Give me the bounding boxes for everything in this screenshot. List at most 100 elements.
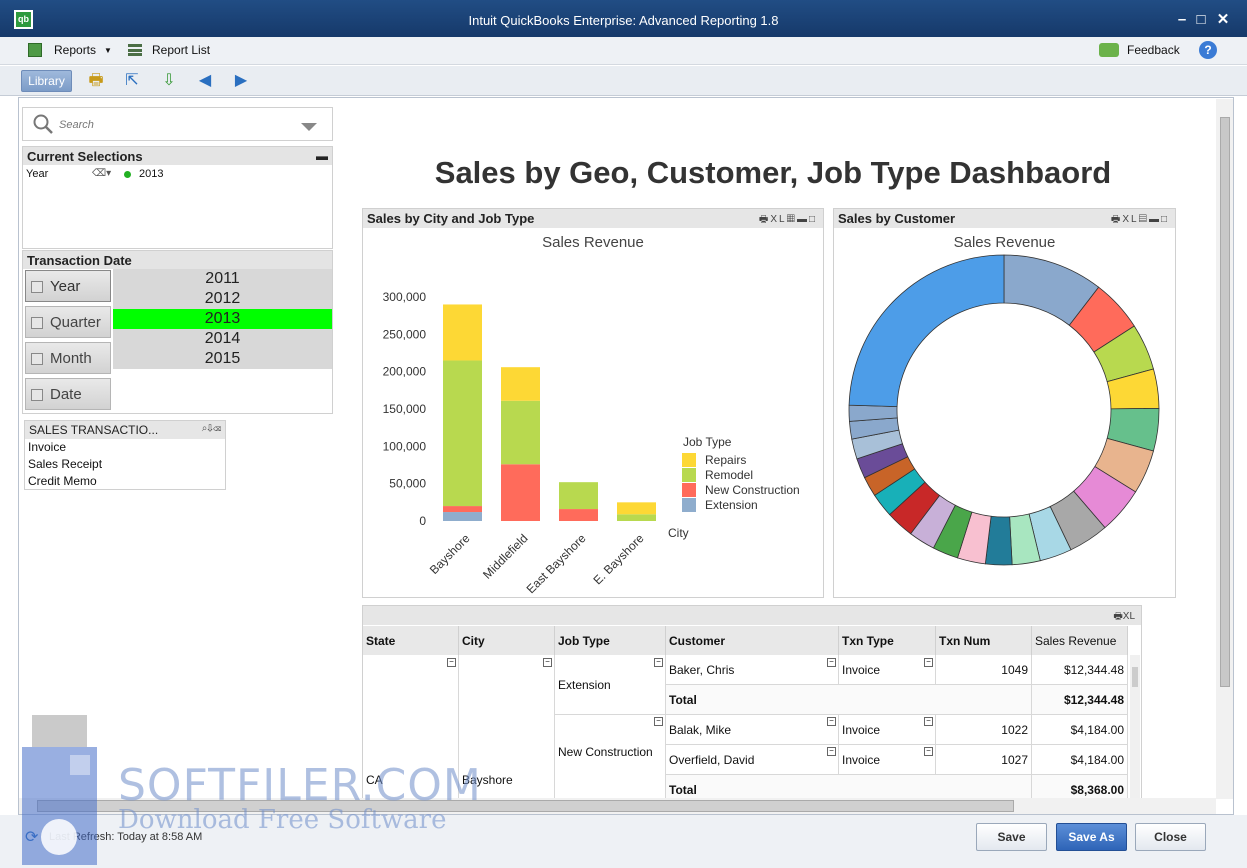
bar-segment[interactable] [559, 482, 598, 510]
bar-segment[interactable] [501, 464, 540, 521]
collapse-icon[interactable]: − [654, 658, 663, 667]
legend-label: Extension [705, 498, 758, 512]
list-item[interactable]: Credit Memo [28, 474, 97, 488]
horizontal-scrollbar[interactable] [19, 798, 1216, 814]
bar-segment[interactable] [559, 509, 598, 521]
bar-segment[interactable] [501, 367, 540, 401]
list-icon [31, 281, 43, 293]
feedback-button[interactable]: Feedback [1099, 43, 1180, 57]
forward-arrow-icon[interactable]: ▶ [234, 72, 248, 89]
col-header-city[interactable]: City [459, 626, 555, 655]
year-item-2013[interactable]: 2013 [113, 309, 332, 329]
year-item-2014[interactable]: 2014 [113, 329, 332, 349]
collapse-icon[interactable]: − [827, 747, 836, 756]
bar-segment[interactable] [443, 360, 482, 507]
download-icon[interactable]: ⇩ [162, 72, 176, 89]
refresh-icon[interactable]: ⟳ [25, 829, 39, 846]
revenue-cell: $4,184.00 [1032, 745, 1128, 775]
collapse-icon[interactable]: − [827, 717, 836, 726]
table-tools-icon[interactable]: 🖶XL [1113, 611, 1135, 622]
report-table: 🖶XL State City Job Type Customer Txn Typ… [362, 605, 1142, 814]
dropdown-arrow-icon: ▼ [104, 45, 112, 55]
donut-panel-header: Sales by Customer 🖶XL▤▬□ [834, 209, 1175, 228]
panel-tools-icon[interactable]: 🖶XL▦▬□ [758, 214, 817, 225]
library-button[interactable]: Library [21, 70, 72, 92]
reports-menu[interactable]: Reports ▼ [28, 43, 112, 57]
panel-tools-icon[interactable]: 🖶XL▤▬□ [1110, 214, 1169, 225]
col-header-txn-num[interactable]: Txn Num [936, 626, 1032, 655]
table-scrollbar[interactable] [1130, 655, 1140, 814]
scroll-thumb[interactable] [37, 800, 1014, 812]
quarter-button[interactable]: Quarter [25, 306, 111, 338]
revenue-value: $4,184.00 [1070, 752, 1124, 767]
close-button[interactable]: Close [1135, 823, 1206, 851]
collapse-icon[interactable]: − [654, 717, 663, 726]
search-dropdown-icon[interactable] [301, 123, 317, 131]
txn-type-cell: Invoice [839, 715, 936, 745]
search-box[interactable]: Search [22, 107, 333, 141]
year-item-2011[interactable]: 2011 [113, 269, 332, 289]
donut-slice[interactable] [848, 254, 1005, 408]
txn-type-cell: Invoice [839, 655, 936, 685]
report-canvas: Search Current Selections ▬ Year ⌫▾ 2013… [18, 97, 1234, 815]
report-list-menu[interactable]: Report List [128, 43, 210, 57]
legend-label: New Construction [705, 483, 800, 497]
legend-label: Repairs [705, 453, 746, 467]
bar-segment[interactable] [617, 514, 656, 521]
scroll-thumb[interactable] [1220, 117, 1230, 687]
print-icon[interactable]: 🖶 [88, 72, 104, 89]
back-arrow-icon[interactable]: ◀ [198, 72, 212, 89]
col-header-txn-type[interactable]: Txn Type [839, 626, 936, 655]
donut-chart [848, 254, 1160, 566]
bar-segment[interactable] [443, 304, 482, 361]
x-tick-label: East Bayshore [524, 531, 589, 596]
date-button[interactable]: Date [25, 378, 111, 410]
eraser-icon[interactable]: ⌫▾ [92, 168, 112, 179]
minimize-icon[interactable]: – [1177, 11, 1187, 28]
col-header-customer[interactable]: Customer [666, 626, 839, 655]
help-button[interactable]: ? [1199, 41, 1217, 59]
bar-segment[interactable] [501, 400, 540, 465]
legend-swatch [682, 483, 696, 497]
app-icon: qb [14, 10, 33, 29]
year-item-2015[interactable]: 2015 [113, 349, 332, 369]
year-button[interactable]: Year [25, 270, 111, 302]
collapse-icon[interactable]: − [827, 658, 836, 667]
legend-swatch [682, 453, 696, 467]
listbox-tools-icon[interactable]: ⌕⇩⌫ [201, 423, 221, 434]
vertical-scrollbar[interactable] [1216, 99, 1233, 799]
total-row: Total [666, 685, 1032, 715]
search-input[interactable]: Search [59, 119, 94, 131]
collapse-icon[interactable]: − [543, 658, 552, 667]
collapse-icon[interactable]: − [447, 658, 456, 667]
save-as-button[interactable]: Save As [1056, 823, 1127, 851]
col-header-job-type[interactable]: Job Type [555, 626, 666, 655]
customer-value: Baker, Chris [669, 662, 735, 677]
reports-label: Reports [54, 43, 97, 57]
bar-segment[interactable] [443, 506, 482, 513]
col-header-state[interactable]: State [363, 626, 459, 655]
year-item-2012[interactable]: 2012 [113, 289, 332, 309]
list-item[interactable]: Sales Receipt [28, 457, 103, 471]
collapse-icon[interactable]: − [924, 747, 933, 756]
save-button[interactable]: Save [976, 823, 1047, 851]
job-type-value: New Construction [558, 745, 653, 759]
collapse-icon[interactable]: − [924, 658, 933, 667]
list-item[interactable]: Invoice [28, 440, 67, 454]
month-button[interactable]: Month [25, 342, 111, 374]
export-icon[interactable]: ⇱ [125, 72, 139, 89]
col-header-sales-revenue[interactable]: Sales Revenue [1032, 626, 1128, 655]
bar-segment[interactable] [443, 512, 482, 521]
minimize-box-icon[interactable]: ▬ [316, 149, 328, 163]
bar-segment[interactable] [617, 502, 656, 515]
month-button-label: Month [50, 350, 92, 367]
footer-bar: ⟳ Last Refresh: Today at 8:58 AM Save Sa… [0, 815, 1247, 868]
table-scroll-thumb[interactable] [1132, 667, 1138, 687]
feedback-icon [1099, 43, 1119, 57]
feedback-label: Feedback [1127, 43, 1180, 57]
quarter-button-label: Quarter [50, 314, 101, 331]
close-icon[interactable]: ✕ [1216, 11, 1230, 28]
maximize-icon[interactable]: □ [1196, 11, 1206, 28]
collapse-icon[interactable]: − [924, 717, 933, 726]
